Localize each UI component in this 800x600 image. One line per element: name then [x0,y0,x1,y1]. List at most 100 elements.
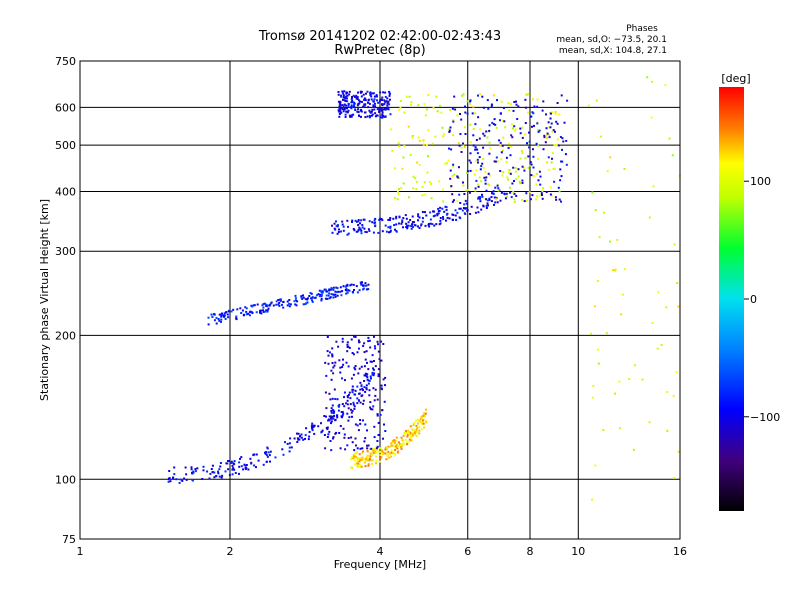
data-point [365,92,367,95]
data-point [364,103,367,106]
data-point [443,210,446,213]
data-point [547,156,550,159]
data-point [343,436,346,439]
data-point [409,432,412,435]
data-point [267,307,270,310]
data-point [369,94,372,97]
data-point [357,462,360,465]
data-point [338,359,341,362]
data-point [470,169,473,172]
data-point [502,171,505,174]
data-point [297,438,300,441]
data-point [458,193,461,196]
data-point [434,214,437,217]
data-point [373,335,375,338]
data-point [275,300,278,303]
data-point [296,432,298,435]
data-point [300,296,303,299]
data-point [521,152,524,154]
data-point [546,161,549,164]
data-point [396,451,399,454]
data-point [356,447,359,450]
data-point [261,304,264,307]
data-point [402,442,405,445]
data-point [408,196,410,199]
data-point [533,124,535,127]
data-point [650,80,653,83]
data-point [481,95,484,98]
data-point [290,446,293,449]
data-point [387,226,390,229]
data-point [380,387,383,390]
data-point [357,91,359,94]
data-point [336,416,339,419]
data-point [326,336,329,338]
data-point [597,348,600,351]
data-point [519,157,522,160]
data-point [441,207,444,210]
data-point [416,427,419,430]
data-point [350,106,352,109]
data-point [179,478,182,481]
data-point [493,160,496,163]
data-point [524,133,527,136]
data-point [328,415,331,418]
data-point [493,196,496,199]
data-point [343,396,345,399]
data-point [333,364,336,367]
data-point [356,98,359,100]
data-point [537,179,540,182]
data-point [413,221,415,224]
data-point [435,95,438,98]
data-point [343,108,346,111]
data-point [488,184,491,187]
data-point [270,302,272,305]
data-point [328,289,331,292]
data-point [479,197,481,200]
data-point [665,306,668,309]
data-point [461,94,464,97]
data-point [325,415,327,418]
data-point [338,107,341,110]
data-point [560,175,563,178]
data-point [344,289,347,291]
data-point [528,140,531,143]
data-point [366,376,369,379]
data-point [536,122,539,125]
data-point [370,98,373,101]
data-point [363,342,366,345]
data-point [606,170,609,173]
data-point [352,403,355,406]
data-point [554,130,556,133]
data-point [422,414,425,417]
data-point [382,108,385,111]
data-point [308,431,311,433]
data-point [371,371,374,374]
data-point [265,451,268,453]
data-point [364,230,367,233]
data-point [485,198,488,201]
data-point [375,95,378,98]
data-point [321,291,324,294]
data-point [345,402,348,405]
data-point [445,219,447,222]
data-point [296,300,299,303]
data-point [286,300,289,303]
data-point [227,468,230,471]
data-point [407,221,410,224]
data-point [368,102,371,105]
data-point [486,202,489,205]
data-point [334,290,337,293]
data-point [673,243,676,246]
data-point [515,100,517,103]
data-point [342,105,345,108]
data-point [634,364,636,367]
data-point [338,110,341,113]
data-point [356,385,359,388]
data-point [495,156,498,159]
data-point [404,430,407,432]
data-point [397,444,400,447]
data-point [373,95,376,98]
data-point [326,428,329,431]
data-point [530,174,533,177]
